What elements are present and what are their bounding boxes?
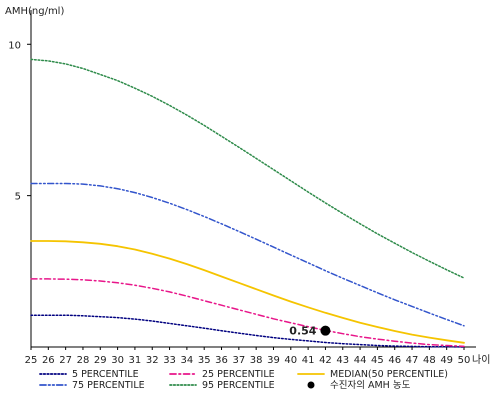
y-tick-label: 5 (15, 192, 21, 203)
legend-label: 25 PERCENTILE (202, 369, 275, 380)
legend-label: 75 PERCENTILE (72, 380, 145, 391)
x-tick-label: 34 (181, 355, 194, 366)
x-tick-label: 30 (111, 355, 124, 366)
x-tick-label: 49 (440, 355, 453, 366)
y-axis-title: AMH(ng/ml) (5, 6, 64, 17)
x-tick-label: 47 (406, 355, 419, 366)
chart-axes: AMH(ng/ml) 5 10 25 26 27 28 29 30 31 32 33 34 35 36 37 3… (5, 6, 490, 366)
x-tick-label: 44 (354, 355, 367, 366)
x-axis-title: 나이 (472, 354, 490, 366)
x-tick-label: 38 (250, 355, 263, 366)
x-tick-label: 50 (458, 355, 471, 366)
legend-swatch (307, 381, 315, 389)
x-tick-label: 36 (215, 355, 228, 366)
chart-legend: 5 PERCENTILE 25 PERCENTILE MEDIAN(50 PERCE… (39, 369, 448, 391)
x-tick-label: 28 (77, 355, 90, 366)
x-tick-label: 43 (336, 355, 349, 366)
amh-point-label: 0.54 (289, 325, 316, 338)
x-tick-label: 41 (302, 355, 315, 366)
legend-label: 5 PERCENTILE (72, 369, 139, 380)
x-tick-label: 40 (284, 355, 297, 366)
series-line (30, 314, 465, 348)
y-tick-label: 10 (8, 40, 21, 51)
x-tick-label: 27 (59, 355, 72, 366)
x-tick-label: 39 (267, 355, 280, 366)
x-tick-label: 26 (42, 355, 55, 366)
x-tick-label: 42 (319, 355, 332, 366)
series-line (30, 278, 465, 348)
amh-point-marker (320, 325, 331, 336)
x-tick-label: 45 (371, 355, 384, 366)
series-line (30, 182, 465, 327)
chart-marker-layer: 0.54 (289, 325, 331, 338)
x-tick-label: 29 (94, 355, 107, 366)
series-line (30, 240, 465, 344)
x-tick-label: 35 (198, 355, 211, 366)
legend-label: 95 PERCENTILE (202, 380, 275, 391)
x-tick-label: 32 (146, 355, 159, 366)
x-tick-label: 33 (163, 355, 176, 366)
x-tick-label: 25 (25, 355, 38, 366)
legend-label: 수진자의 AMH 농도 (330, 380, 411, 391)
legend-label: MEDIAN(50 PERCENTILE) (330, 369, 448, 380)
x-tick-label: 37 (232, 355, 245, 366)
x-tick-label: 48 (423, 355, 436, 366)
series-line (30, 58, 465, 279)
chart-series-layer (30, 58, 465, 348)
x-tick-label: 46 (388, 355, 401, 366)
x-tick-label: 31 (129, 355, 142, 366)
